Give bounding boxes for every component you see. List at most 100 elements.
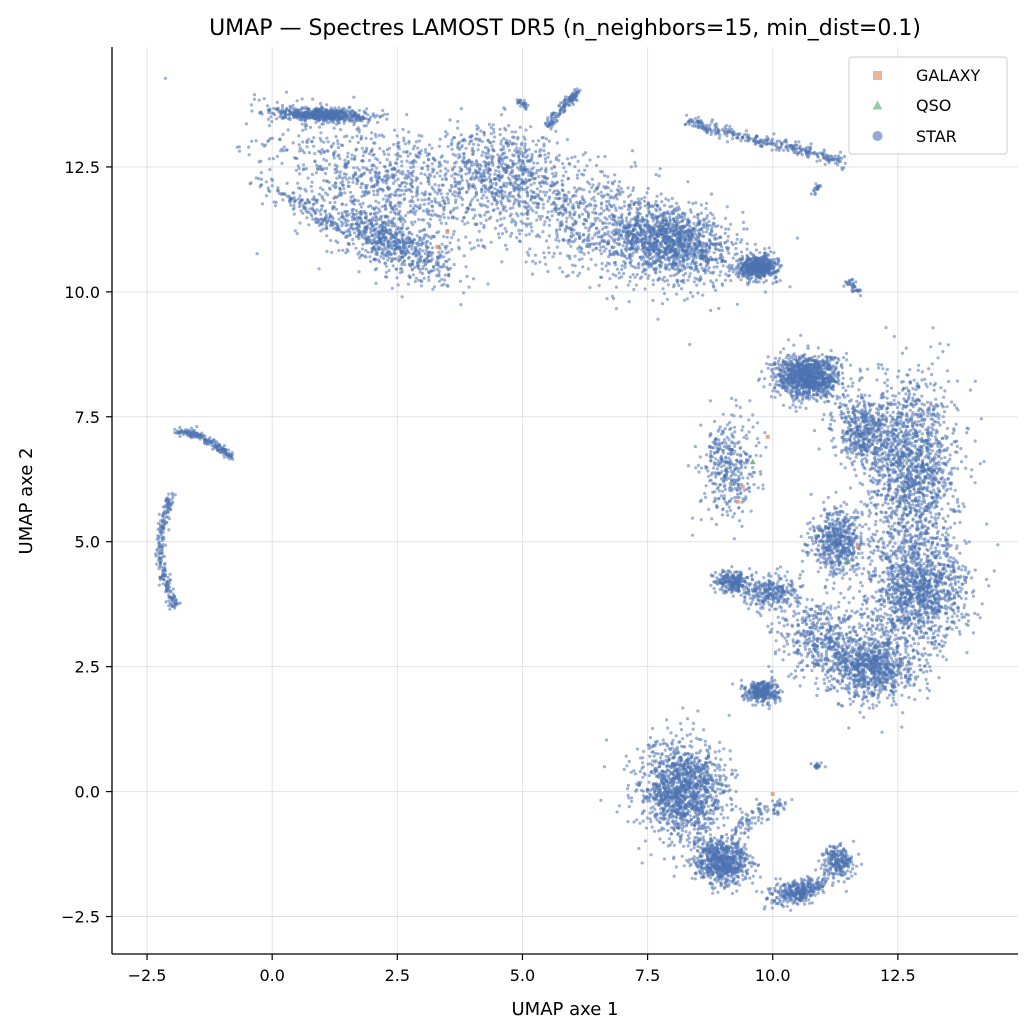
star-point — [472, 208, 476, 212]
star-point — [477, 229, 481, 233]
star-point — [405, 249, 409, 253]
star-point — [407, 187, 411, 191]
star-point — [422, 193, 426, 197]
star-point — [546, 269, 550, 274]
star-point — [651, 216, 655, 220]
star-point — [329, 145, 333, 149]
star-point — [411, 169, 415, 173]
star-point — [499, 139, 503, 143]
star-point — [459, 187, 463, 191]
star-point — [425, 233, 429, 237]
star-point — [634, 164, 638, 168]
star-point — [620, 267, 624, 271]
star-point — [545, 190, 549, 194]
star-point — [688, 220, 692, 224]
star-point — [560, 223, 564, 227]
star-point — [487, 189, 491, 193]
star-point — [530, 272, 535, 276]
star-point — [482, 224, 486, 228]
star-point — [327, 180, 331, 184]
star-point — [619, 233, 624, 237]
star-point — [384, 270, 388, 274]
star-point — [499, 142, 503, 146]
star-point — [740, 254, 745, 258]
star-point — [596, 231, 601, 235]
star-point — [433, 190, 437, 194]
star-point — [605, 242, 610, 246]
star-point — [310, 172, 314, 176]
star-point — [635, 222, 639, 226]
star-point — [407, 255, 411, 259]
star-point — [610, 246, 614, 250]
star-point — [486, 151, 490, 156]
star-point — [301, 128, 305, 132]
star-point — [451, 192, 455, 196]
star-point — [375, 188, 380, 192]
star-point — [343, 164, 347, 169]
star-point — [675, 278, 679, 282]
star-point — [375, 166, 379, 170]
star-point — [562, 212, 566, 216]
star-point — [581, 265, 585, 269]
star-point — [381, 180, 385, 184]
star-point — [547, 251, 551, 255]
star-point — [582, 233, 586, 237]
star-point — [654, 173, 658, 177]
star-point — [691, 255, 696, 259]
star-point — [402, 259, 406, 263]
star-point — [401, 223, 405, 227]
star-point — [511, 135, 515, 139]
star-point — [642, 199, 647, 203]
star-point — [533, 253, 538, 257]
star-point — [526, 208, 530, 212]
star-point — [701, 230, 705, 234]
star-point — [530, 229, 534, 233]
star-point — [533, 177, 537, 181]
star-point — [646, 186, 650, 191]
star-point — [372, 207, 376, 211]
star-point — [301, 140, 305, 144]
star-point — [531, 139, 535, 143]
star-point — [381, 243, 385, 247]
star-point — [471, 152, 475, 157]
star-point — [455, 191, 459, 195]
star-point — [647, 265, 651, 269]
star-point — [683, 214, 687, 218]
star-point — [686, 180, 690, 184]
star-point — [425, 210, 429, 214]
star-point — [482, 174, 486, 178]
star-point — [431, 209, 435, 213]
star-point — [651, 242, 655, 246]
star-point — [301, 163, 306, 167]
star-point — [426, 158, 431, 162]
star-point — [616, 238, 621, 242]
star-point — [348, 176, 352, 180]
star-point — [474, 137, 478, 141]
star-point — [266, 117, 271, 121]
star-point — [336, 194, 340, 198]
star-point — [570, 205, 574, 209]
star-point — [444, 247, 448, 251]
star-point — [683, 249, 687, 253]
star-point — [372, 193, 376, 197]
star-point — [494, 183, 498, 187]
star-point — [510, 130, 514, 134]
star-point — [578, 271, 582, 275]
star-point — [632, 287, 636, 292]
star-point — [415, 154, 419, 159]
star-point — [557, 158, 561, 162]
star-point — [544, 137, 549, 141]
star-point — [561, 162, 565, 166]
star-point — [407, 236, 412, 240]
star-point — [359, 205, 363, 209]
star-point — [445, 235, 449, 239]
star-point — [674, 226, 679, 230]
star-point — [544, 170, 548, 174]
star-point — [659, 192, 663, 196]
star-point — [528, 247, 532, 251]
star-point — [658, 206, 662, 210]
star-point — [549, 160, 553, 164]
star-point — [621, 190, 625, 194]
star-point — [285, 181, 289, 185]
star-point — [354, 222, 359, 226]
